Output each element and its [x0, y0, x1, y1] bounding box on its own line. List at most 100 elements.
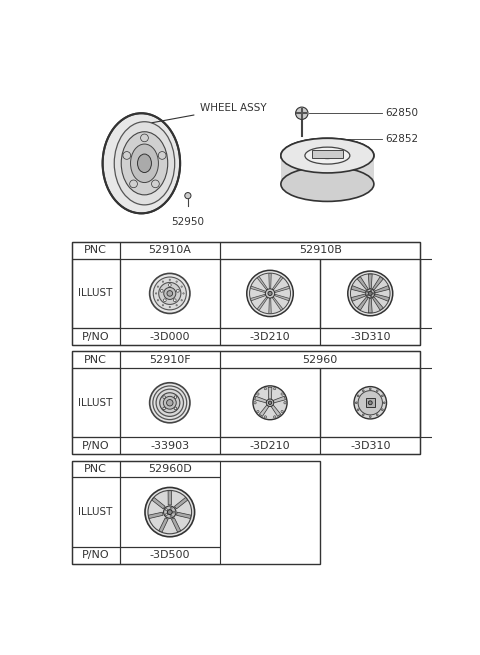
Text: 62852: 62852: [385, 134, 419, 143]
Bar: [220, 259, 320, 328]
Polygon shape: [281, 156, 374, 184]
Bar: [72, 242, 420, 345]
Circle shape: [160, 290, 163, 292]
Circle shape: [348, 271, 393, 316]
Bar: [72, 477, 120, 547]
Text: -3D500: -3D500: [150, 550, 190, 560]
Bar: [72, 259, 120, 328]
Circle shape: [264, 416, 266, 418]
Circle shape: [265, 289, 275, 298]
Bar: [72, 368, 120, 438]
Text: ILLUST: ILLUST: [78, 507, 113, 517]
Text: ILLUST: ILLUST: [78, 398, 113, 408]
Bar: [220, 328, 320, 345]
Bar: [72, 438, 120, 455]
Ellipse shape: [137, 154, 152, 172]
Bar: [72, 351, 420, 455]
Polygon shape: [251, 286, 265, 293]
Circle shape: [163, 299, 166, 302]
Bar: [120, 547, 220, 564]
Text: 52910A: 52910A: [148, 246, 191, 255]
Circle shape: [274, 416, 276, 418]
Circle shape: [368, 401, 372, 405]
Polygon shape: [374, 294, 389, 301]
Text: PNC: PNC: [84, 354, 107, 365]
Circle shape: [153, 277, 186, 310]
Circle shape: [185, 193, 191, 198]
Polygon shape: [372, 276, 383, 290]
Bar: [320, 328, 420, 345]
Circle shape: [354, 386, 386, 419]
Circle shape: [357, 395, 359, 397]
Polygon shape: [152, 497, 165, 509]
Bar: [320, 368, 420, 438]
Bar: [120, 477, 220, 547]
Circle shape: [382, 395, 383, 397]
Polygon shape: [357, 276, 368, 290]
Circle shape: [366, 289, 375, 298]
Text: 52910F: 52910F: [149, 354, 191, 365]
Polygon shape: [171, 518, 180, 532]
Circle shape: [384, 402, 385, 403]
Circle shape: [362, 390, 364, 392]
Circle shape: [382, 409, 383, 411]
Circle shape: [152, 180, 159, 188]
Text: PNC: PNC: [84, 246, 107, 255]
Ellipse shape: [281, 138, 374, 173]
Polygon shape: [168, 491, 171, 505]
Circle shape: [169, 279, 170, 280]
Bar: [72, 328, 120, 345]
Circle shape: [160, 393, 180, 413]
Polygon shape: [374, 286, 389, 293]
Polygon shape: [273, 297, 283, 310]
Circle shape: [257, 410, 259, 413]
Circle shape: [368, 291, 372, 295]
Text: 52960: 52960: [302, 354, 338, 365]
Circle shape: [355, 402, 357, 403]
Bar: [120, 259, 220, 328]
Circle shape: [153, 386, 187, 420]
Circle shape: [281, 410, 283, 413]
Circle shape: [170, 515, 172, 517]
Bar: [72, 368, 120, 438]
Polygon shape: [271, 405, 281, 417]
Bar: [72, 460, 120, 477]
Circle shape: [181, 299, 182, 301]
Ellipse shape: [114, 122, 175, 205]
Bar: [220, 242, 420, 259]
Polygon shape: [366, 398, 375, 407]
Text: P/NO: P/NO: [82, 441, 109, 451]
Text: 62850: 62850: [385, 108, 419, 119]
Bar: [320, 438, 420, 455]
Circle shape: [370, 388, 371, 390]
Ellipse shape: [319, 153, 336, 159]
Circle shape: [174, 396, 177, 398]
Polygon shape: [177, 512, 191, 519]
Circle shape: [281, 393, 283, 395]
Circle shape: [264, 387, 266, 390]
Text: -3D310: -3D310: [350, 441, 391, 451]
Circle shape: [163, 396, 166, 398]
Polygon shape: [251, 294, 265, 301]
Circle shape: [150, 383, 190, 422]
Bar: [220, 438, 320, 455]
Circle shape: [371, 290, 372, 291]
Polygon shape: [257, 297, 268, 310]
Circle shape: [156, 389, 183, 417]
Bar: [72, 547, 120, 564]
Bar: [120, 242, 220, 259]
Polygon shape: [257, 276, 268, 290]
Bar: [220, 368, 320, 438]
Bar: [72, 242, 120, 259]
Polygon shape: [312, 150, 343, 158]
Text: -3D210: -3D210: [250, 331, 290, 341]
Bar: [120, 368, 220, 438]
Polygon shape: [159, 518, 168, 532]
Polygon shape: [259, 405, 269, 417]
Circle shape: [253, 386, 287, 420]
Circle shape: [268, 401, 272, 405]
Bar: [220, 259, 320, 328]
Circle shape: [254, 402, 256, 404]
Bar: [72, 351, 120, 368]
Polygon shape: [275, 286, 289, 293]
